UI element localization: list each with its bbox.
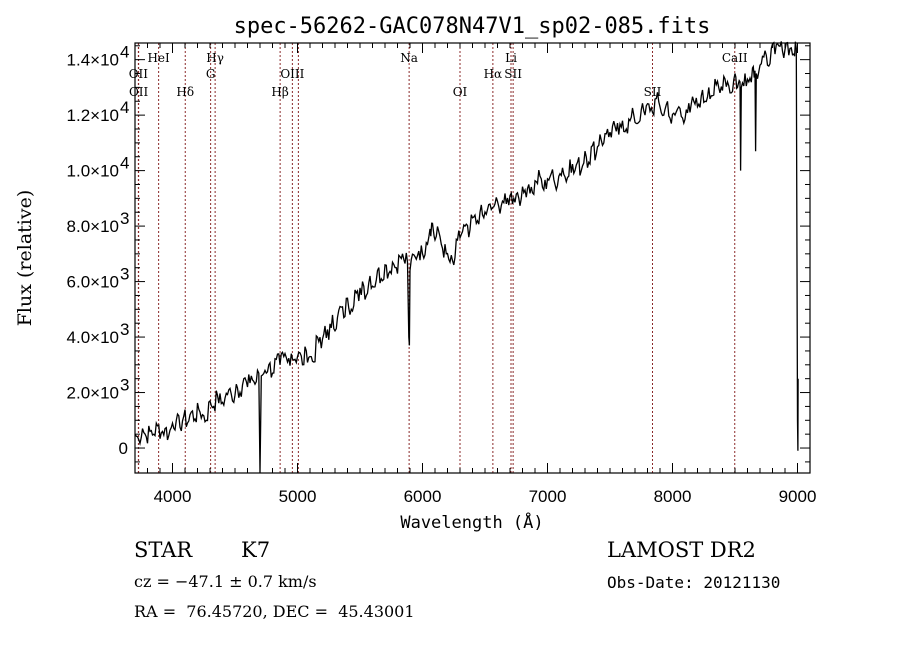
y-tick-label-5: 1.0×10 [67, 162, 119, 181]
redshift-text: cz = −47.1 ± 0.7 km/s [134, 572, 317, 591]
spectrum-series [134, 41, 799, 474]
y-tick-label-7: 1.4×10 [67, 51, 119, 70]
y-tick-label-4: 8.0×10 [67, 217, 119, 236]
x-tick-label-3: 7000 [529, 487, 567, 506]
x-tick-label-5: 9000 [779, 487, 817, 506]
y-tick-label-2: 4.0×10 [67, 328, 119, 347]
line-label-0: OII [129, 67, 149, 81]
line-label-11: Hα [484, 67, 503, 81]
line-label-6: Hβ [271, 85, 288, 99]
line-label-2: HeI [147, 51, 170, 65]
y-tick-label-6: 1.2×10 [67, 106, 119, 125]
object-subclass: K7 [241, 538, 271, 562]
series-line-spectrum [134, 41, 799, 474]
line-label-4: Hγ [206, 51, 224, 65]
x-tick-label-0: 4000 [154, 487, 192, 506]
y-tick-exponent-7: 4 [120, 43, 129, 62]
y-axis-label: Flux (relative) [14, 190, 36, 327]
x-tick-label-4: 8000 [654, 487, 692, 506]
y-tick-exponent-4: 3 [120, 209, 129, 228]
coordinates-text: RA = 76.45720, DEC = 45.43001 [134, 602, 415, 621]
spectral-line-markers [137, 43, 736, 473]
line-label-13: SII [504, 67, 522, 81]
y-tick-exponent-6: 4 [120, 98, 129, 117]
plot-frame [134, 42, 811, 474]
x-tick-label-2: 6000 [404, 487, 442, 506]
y-tick-label-3: 6.0×10 [67, 273, 119, 292]
x-axis: 4000 5000 6000 7000 8000 9000 [134, 43, 817, 506]
line-label-1: OII [129, 85, 149, 99]
line-label-12: Li [505, 51, 517, 65]
y-tick-label-1: 2.0×10 [67, 384, 119, 403]
y-tick-label-0: 0 [119, 439, 128, 458]
y-tick-exponent-3: 3 [120, 265, 129, 284]
x-axis-label: Wavelength (Å) [400, 511, 543, 533]
y-axis: 02.0×10 34.0×10 36.0×10 38.0×10 31.0×10 41.2×… [67, 43, 810, 463]
x-tick-label-1: 5000 [279, 487, 317, 506]
y-tick-exponent-2: 3 [120, 320, 129, 339]
line-label-5: G [206, 67, 216, 81]
line-label-7: OIII [280, 67, 304, 81]
line-label-3: Hδ [176, 85, 194, 99]
survey-name: LAMOST DR2 [607, 538, 756, 562]
line-label-14: SII [644, 85, 662, 99]
line-label-9: Na [400, 51, 418, 65]
obs-date: Obs-Date: 20121130 [607, 573, 781, 592]
y-tick-exponent-1: 3 [120, 376, 129, 395]
line-label-15: CaII [722, 51, 748, 65]
object-class: STAR [134, 538, 193, 562]
chart-title: spec-56262-GAC078N47V1_sp02-085.fits [234, 14, 711, 39]
line-label-10: OI [453, 85, 468, 99]
y-tick-exponent-5: 4 [120, 154, 129, 173]
